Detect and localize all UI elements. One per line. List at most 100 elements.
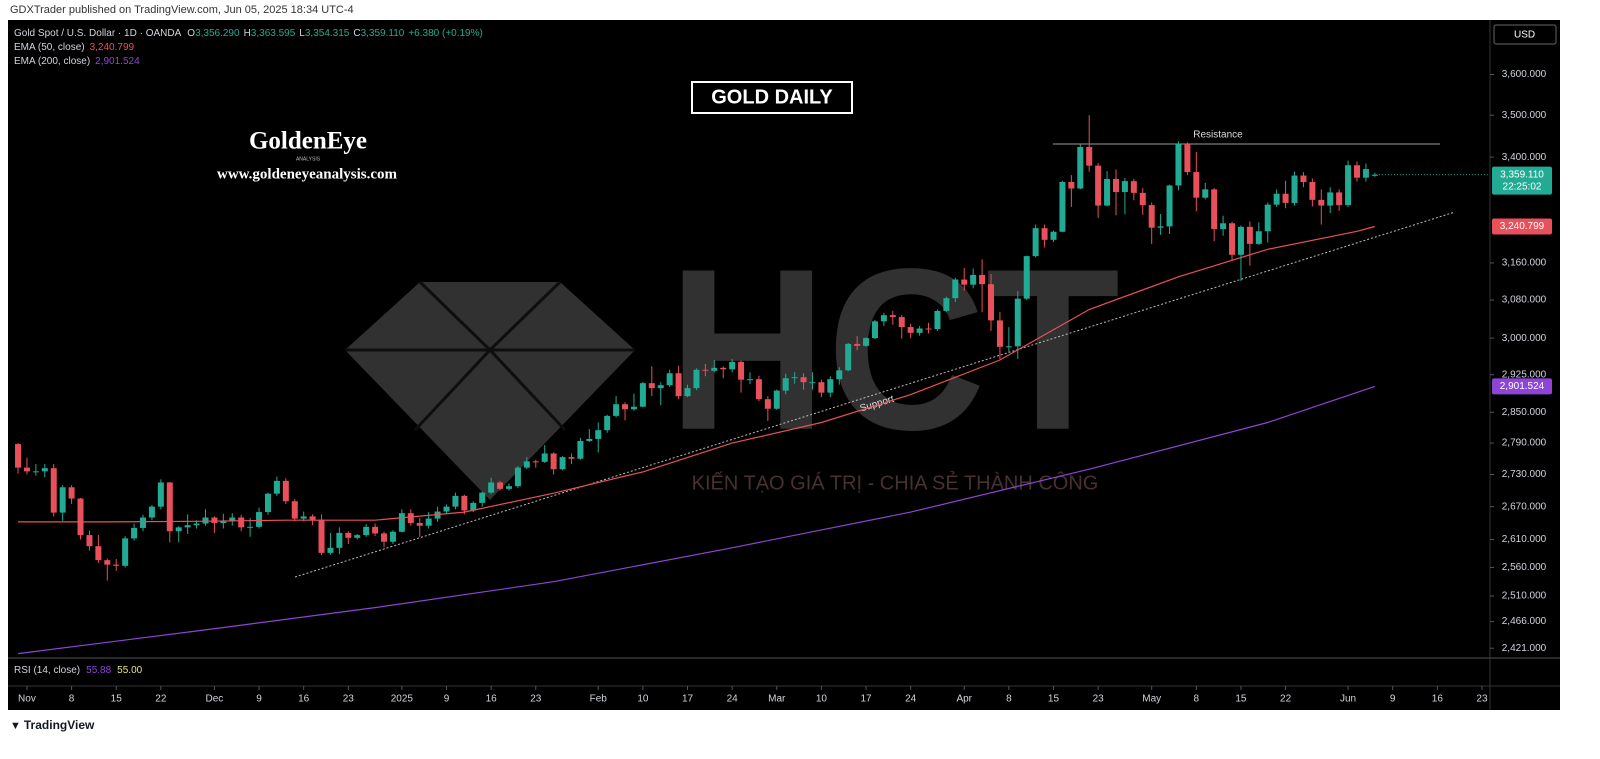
x-tick-label: 16 [486, 694, 498, 705]
candle-body [1005, 346, 1012, 348]
candle-body [505, 486, 512, 489]
candle-body [1353, 165, 1360, 178]
x-tick-label: 9 [444, 694, 450, 705]
candle-body [871, 321, 878, 339]
candle-body [1104, 178, 1111, 206]
candle-body [532, 461, 539, 463]
x-tick-label: 22 [155, 694, 167, 705]
candle-body [988, 284, 995, 321]
x-tick-label: 8 [69, 694, 75, 705]
support-line [294, 211, 1456, 578]
candle-body [1112, 178, 1119, 192]
candle-body [1086, 146, 1093, 166]
candle-body [1157, 226, 1164, 228]
candle-body [1148, 205, 1155, 228]
candle-body [1139, 192, 1146, 206]
candle-body [113, 564, 120, 566]
candle-body [452, 495, 459, 507]
candle-body [50, 468, 57, 513]
candle-body [693, 369, 700, 389]
y-tick-label: 3,080.000 [1502, 295, 1547, 306]
legend-ema200: EMA (200, close) 2,901.524 [14, 56, 140, 67]
candle-body [1068, 182, 1075, 189]
ema-line [17, 385, 1375, 655]
currency[interactable]: USD [1514, 30, 1535, 41]
y-tick-label: 2,670.000 [1502, 501, 1547, 512]
candle-body [300, 516, 307, 519]
candle-body [273, 480, 280, 494]
x-tick-label: May [1142, 694, 1161, 705]
watermark-brand: HCT [668, 221, 1120, 478]
y-tick-label: 2,925.000 [1502, 369, 1547, 380]
x-tick-label: Jun [1340, 694, 1356, 705]
candle-body [86, 535, 93, 547]
x-tick-label: 24 [905, 694, 917, 705]
candle-body [1246, 226, 1253, 244]
candle-body [1193, 172, 1200, 198]
last-price-tag [1492, 166, 1552, 195]
candle-body [577, 440, 584, 459]
candle-body [1345, 165, 1352, 206]
candle-body [148, 506, 155, 518]
candle-body [23, 467, 30, 472]
candle-body [354, 535, 361, 538]
candle-body [1032, 228, 1039, 257]
x-tick-label: 15 [1048, 694, 1060, 705]
y-tick-label: 3,400.000 [1502, 152, 1547, 163]
candle-body [648, 383, 655, 389]
x-tick-label: Feb [590, 694, 608, 705]
candle-body [1211, 189, 1218, 230]
candle-body [684, 388, 691, 397]
candle-body [229, 517, 236, 522]
x-tick-label: 23 [530, 694, 542, 705]
candle-body [95, 546, 102, 561]
y-tick-label: 2,510.000 [1502, 591, 1547, 602]
candle-body [782, 378, 789, 391]
candle-body [523, 461, 530, 468]
quote-key: O [187, 28, 195, 39]
y-tick-label: 2,730.000 [1502, 469, 1547, 480]
candle-body [131, 527, 138, 539]
candle-body [595, 430, 602, 439]
candle-body [1282, 193, 1289, 203]
candle-body [1264, 204, 1271, 232]
candle-body [318, 519, 325, 553]
candle-body [345, 532, 352, 538]
candle-body [1130, 181, 1137, 193]
candle-body [1041, 228, 1048, 240]
resistance-label: Resistance [1193, 130, 1243, 141]
candle-body [729, 361, 736, 370]
candle-body [639, 383, 646, 407]
candle-body [925, 328, 932, 330]
currency-box[interactable] [1493, 24, 1557, 45]
x-tick-label: 9 [1390, 694, 1396, 705]
logo-name: GoldenEye [249, 128, 367, 155]
candle-body [479, 492, 486, 503]
legend-ema50: EMA (50, close) 3,240.799 [14, 42, 135, 53]
watermark-tagline: KIẾN TẠO GIÁ TRỊ - CHIA SẺ THÀNH CÔNG [692, 471, 1099, 494]
candle-body [202, 517, 209, 524]
candle-body [1255, 231, 1262, 244]
ema-tag-label: 3,240.799 [1500, 221, 1545, 232]
y-tick-label: 2,560.000 [1502, 562, 1547, 573]
candle-body [836, 370, 843, 380]
y-tick-label: 3,000.000 [1502, 333, 1547, 344]
symbol: Gold Spot / U.S. Dollar · 1D · OANDA [14, 28, 182, 39]
y-tick-label: 3,600.000 [1502, 69, 1547, 80]
x-tick-label: 17 [860, 694, 872, 705]
ema-line [18, 225, 1375, 523]
candle-body [666, 373, 673, 386]
ema-tag [1492, 378, 1552, 395]
x-tick-label: 8 [1194, 694, 1200, 705]
candle-body [1362, 169, 1369, 178]
candle-body [952, 279, 959, 299]
candle-body [568, 457, 575, 459]
candle-body [372, 526, 379, 534]
candle-body [264, 493, 271, 513]
quote-value: 3,356.290 [195, 28, 240, 39]
candle-body [550, 453, 557, 470]
ema-name: EMA (50, close) [14, 42, 85, 53]
x-tick-label: 23 [1093, 694, 1105, 705]
